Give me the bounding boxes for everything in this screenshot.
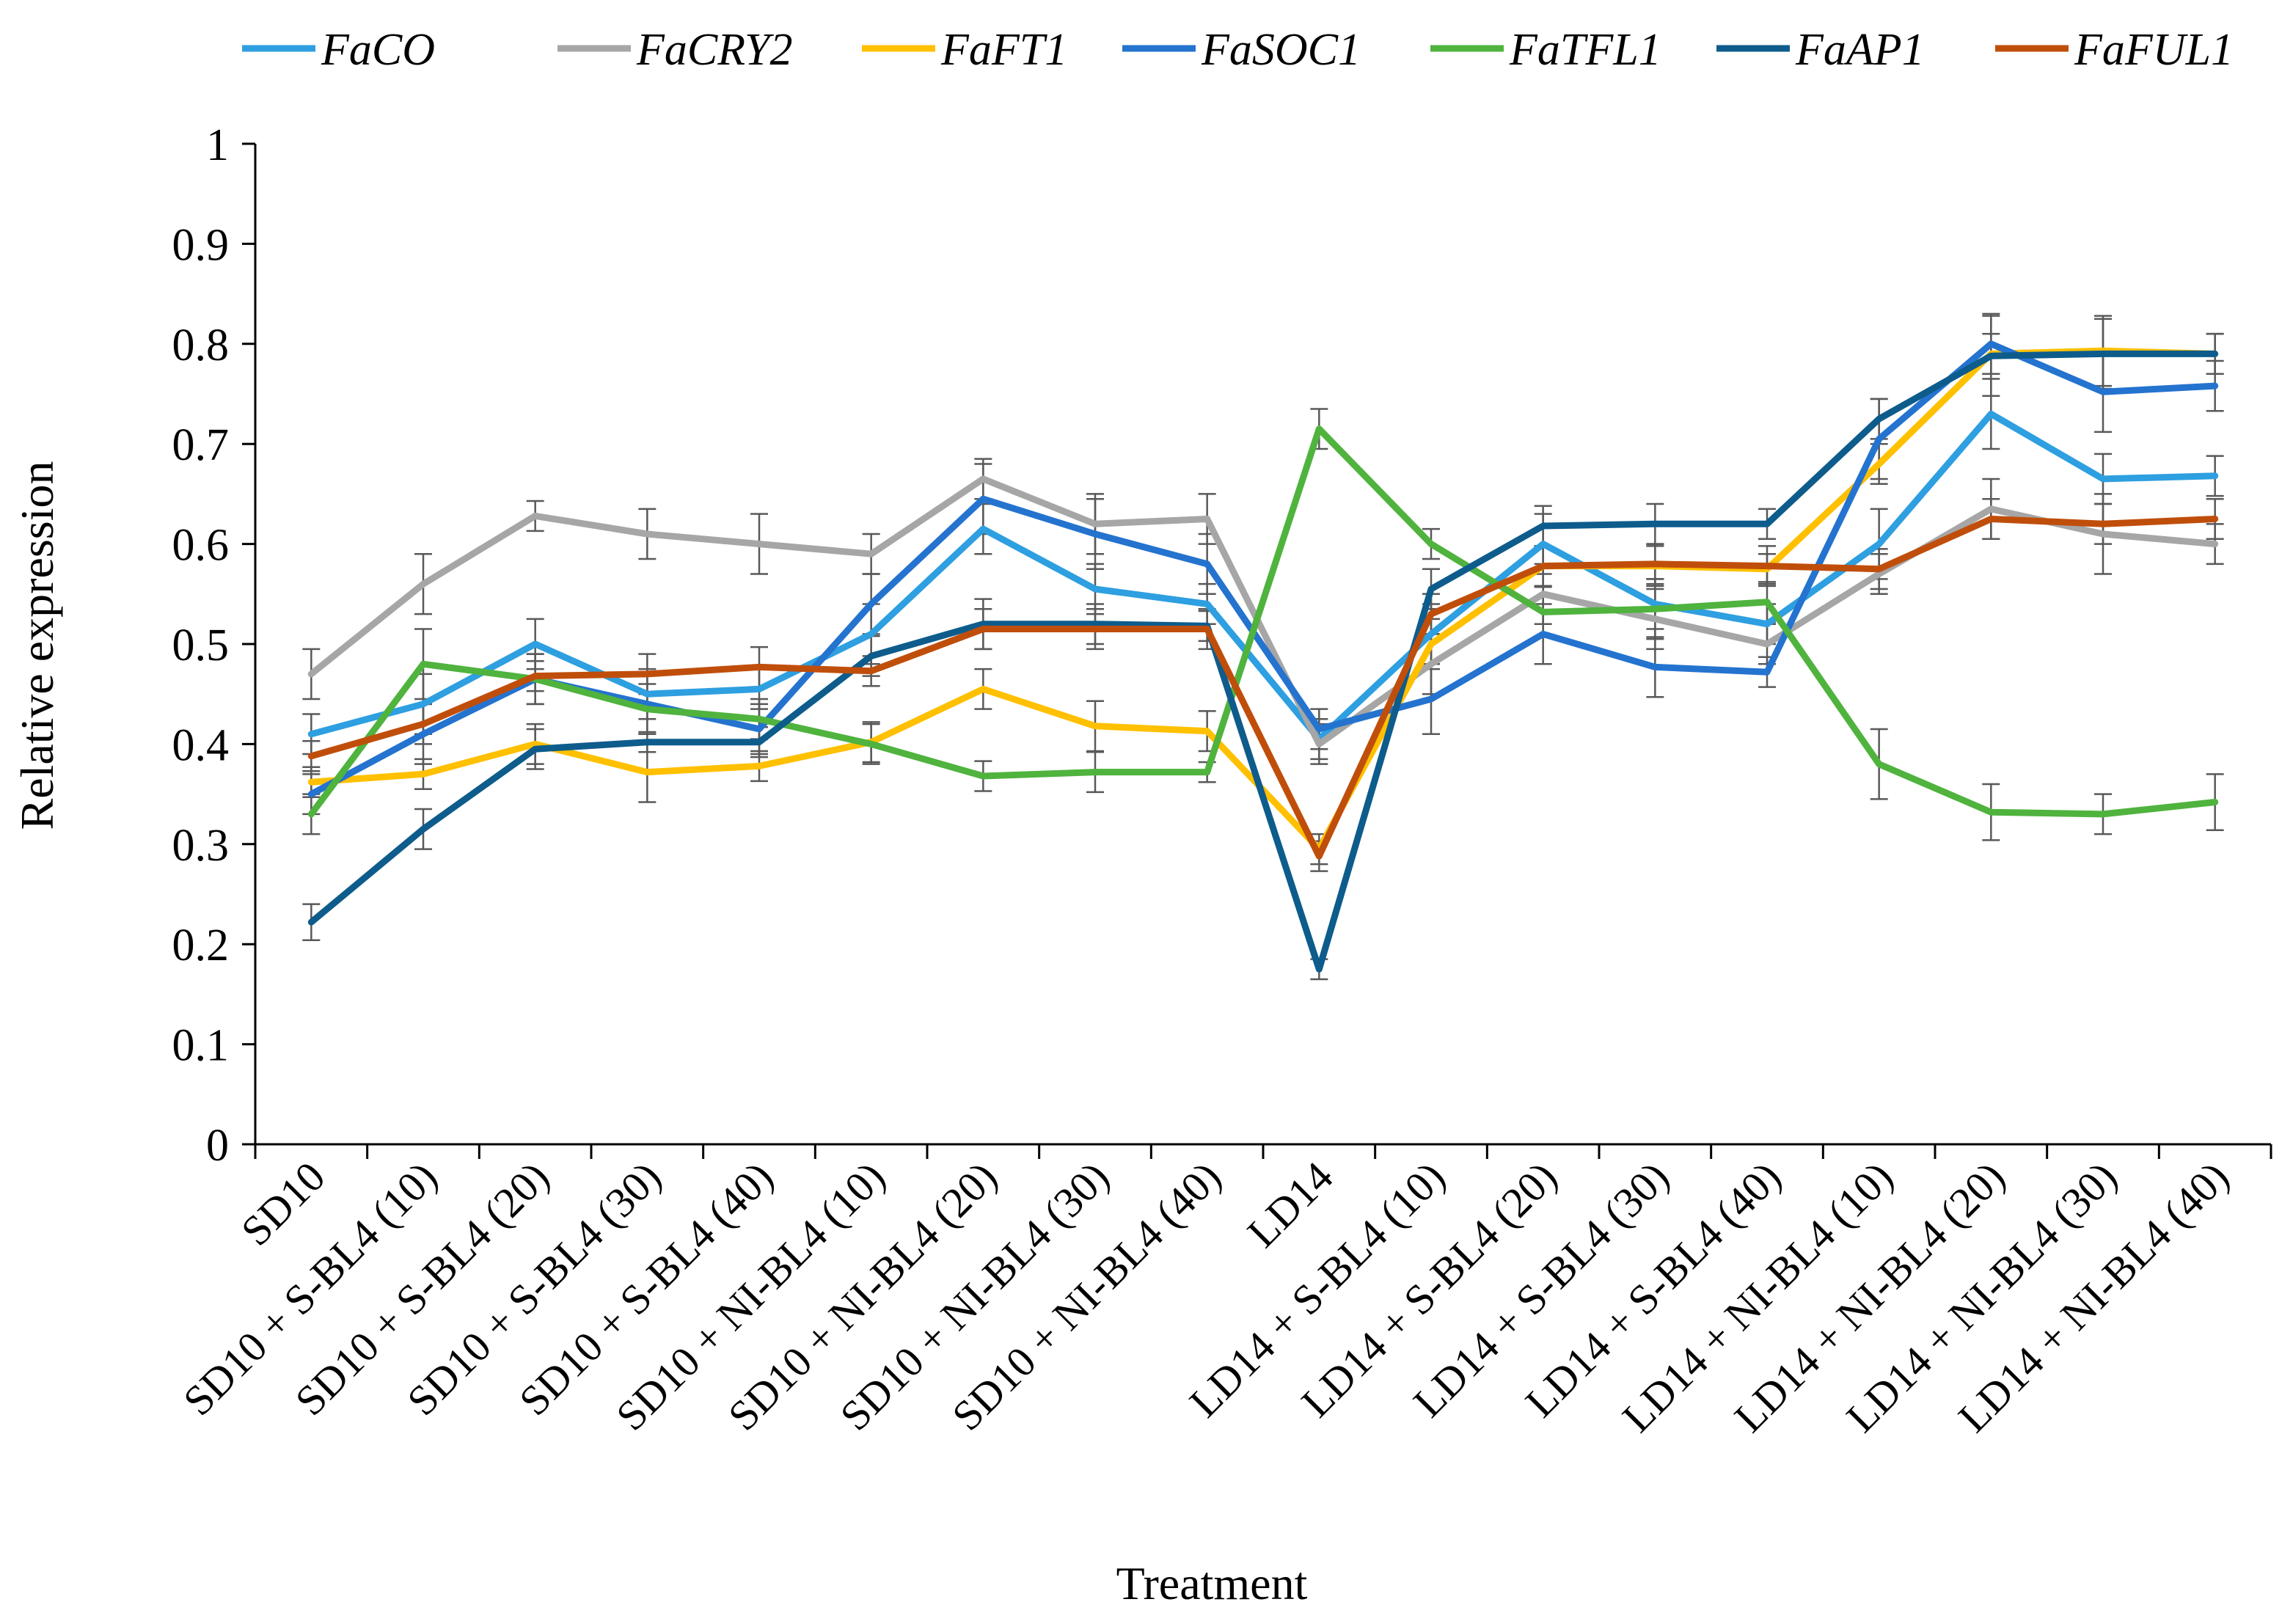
y-tick-label: 0.8 (172, 321, 230, 370)
x-tick-label: LD14 (1238, 1152, 1342, 1257)
y-tick-label: 0 (206, 1121, 229, 1171)
y-tick-label: 0.6 (172, 521, 230, 571)
legend-label-faco: FaCO (321, 25, 435, 75)
series-line-faco (307, 410, 2219, 743)
legend-label-fasoc1: FaSOC1 (1201, 25, 1361, 75)
legend-label-fatfl1: FaTFL1 (1509, 25, 1661, 75)
y-tick-label: 1 (206, 120, 229, 170)
y-tick-label: 0.3 (172, 821, 230, 871)
chart-legend: FaCO FaCRY2 FaFT1 FaSOC1 FaTFL1 FaAP1 FaFUL1 (242, 25, 2234, 75)
y-tick-label: 0.2 (172, 921, 230, 970)
series-line-facry2 (307, 475, 2219, 747)
series-line-faap1 (307, 350, 2219, 973)
legend-label-faft1: FaFT1 (940, 25, 1067, 75)
y-tick-label: 0.4 (172, 720, 230, 770)
series-line-faful1 (307, 516, 2219, 860)
y-tick-label: 0.5 (172, 621, 230, 670)
legend-label-faap1: FaAP1 (1795, 25, 1925, 75)
y-axis: 0 0.1 0.2 0.3 0.4 0.5 0.6 0.7 0.8 0.9 1 (172, 120, 257, 1171)
legend-label-facry2: FaCRY2 (636, 25, 792, 75)
y-tick-label: 0.7 (172, 420, 230, 470)
y-axis-title: Relative expression (11, 461, 63, 830)
x-axis-title: Treatment (1116, 1557, 1308, 1609)
y-tick-label: 0.9 (172, 220, 230, 270)
x-tick-label: SD10 (232, 1152, 334, 1254)
y-tick-label: 0.1 (172, 1021, 230, 1071)
series-line-fasoc1 (307, 340, 2219, 798)
legend-label-faful1: FaFUL1 (2074, 25, 2234, 75)
series-lines (307, 340, 2219, 973)
series-line-fatfl1 (307, 425, 2219, 818)
